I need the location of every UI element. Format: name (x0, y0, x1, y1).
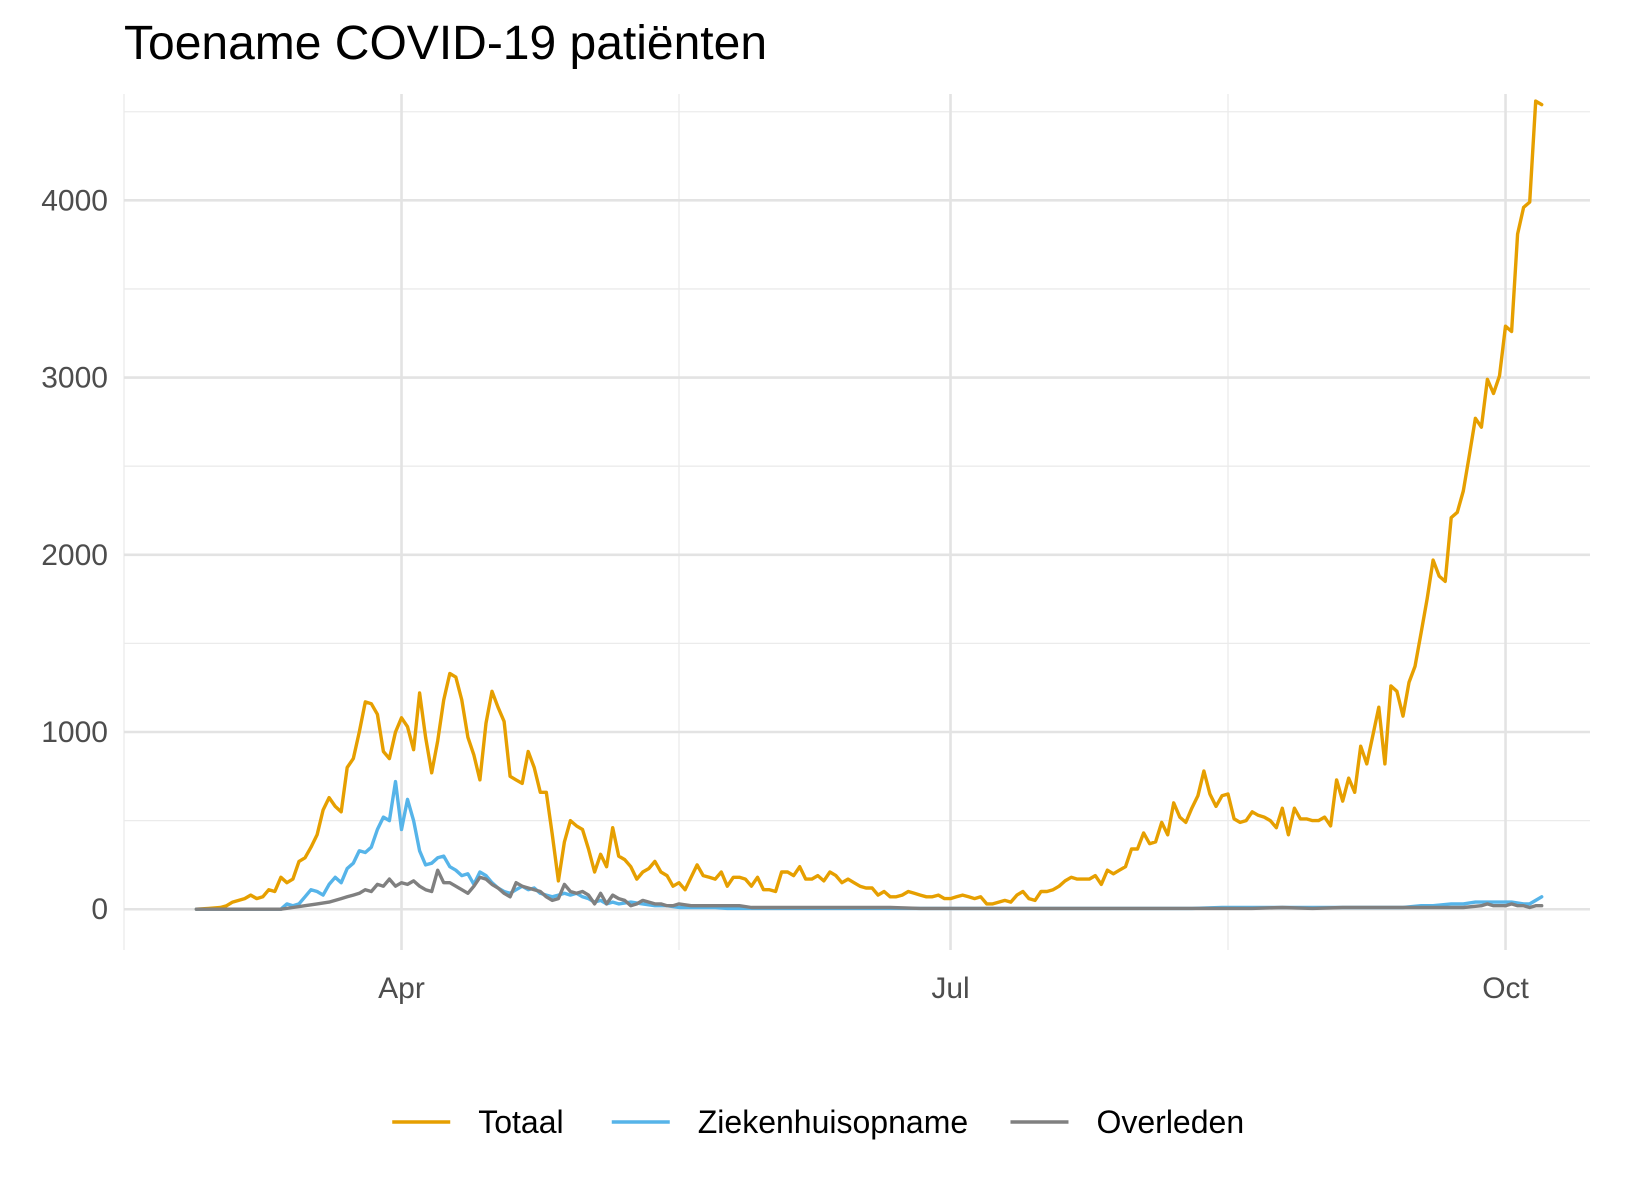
legend-label-ziekenhuisopname: Ziekenhuisopname (698, 1104, 968, 1140)
series-line-totaal (194, 99, 1544, 911)
grid-lines (123, 94, 1590, 950)
legend: Totaal Ziekenhuisopname Overleden (392, 1104, 1244, 1140)
y-tick-label: 4000 (41, 184, 108, 217)
series-line-overleden (194, 868, 1544, 911)
y-tick-label: 3000 (41, 362, 108, 395)
chart-title: Toename COVID-19 patiënten (124, 17, 768, 70)
series-line-ziekenhuisopname (194, 779, 1544, 911)
y-tick-label: 0 (91, 893, 108, 926)
series-lines (194, 99, 1544, 911)
x-tick-label: Apr (378, 972, 425, 1005)
legend-label-totaal: Totaal (478, 1104, 563, 1140)
legend-label-overleden: Overleden (1096, 1104, 1244, 1140)
y-tick-label: 2000 (41, 539, 108, 572)
x-tick-label: Oct (1482, 972, 1529, 1005)
y-tick-label: 1000 (41, 716, 108, 749)
axis-labels: 0 1000 2000 3000 4000 Apr Jul Oct (41, 184, 1529, 1005)
x-tick-label: Jul (931, 972, 969, 1005)
